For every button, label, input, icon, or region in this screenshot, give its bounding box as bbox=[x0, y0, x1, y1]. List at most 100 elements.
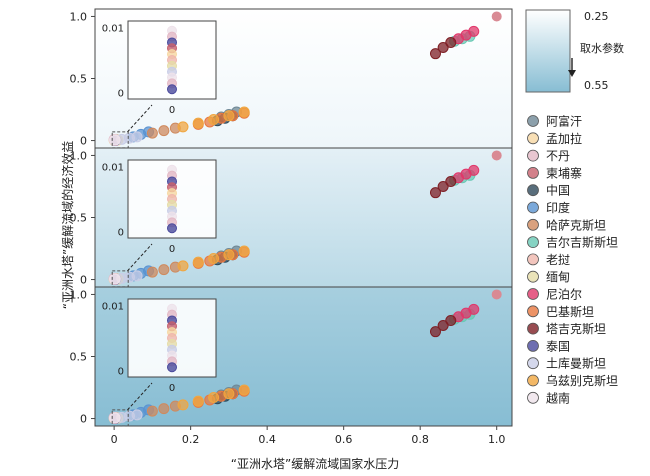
colorbar-top-label: 0.25 bbox=[584, 10, 609, 23]
y-tick-label: 1.0 bbox=[70, 288, 88, 301]
data-point bbox=[192, 256, 204, 268]
legend-label: 老挝 bbox=[546, 253, 570, 267]
legend-label: 哈萨克斯坦 bbox=[546, 218, 606, 232]
y-tick-label: 1.0 bbox=[70, 149, 88, 162]
panel-3: 0 0.5 1.0 0.01 0 0 bbox=[70, 286, 513, 427]
data-point bbox=[109, 412, 121, 424]
legend-label: 不丹 bbox=[546, 149, 570, 163]
legend-swatch bbox=[527, 253, 539, 266]
legend-label: 土库曼斯坦 bbox=[546, 356, 606, 371]
legend-swatch bbox=[527, 236, 539, 249]
colorbar-arrow-head bbox=[568, 70, 576, 77]
data-point bbox=[146, 127, 158, 139]
legend-item: 土库曼斯坦 bbox=[527, 356, 606, 371]
data-point bbox=[208, 391, 220, 403]
legend-swatch bbox=[527, 322, 539, 335]
legend-item: 吉尔吉斯斯坦 bbox=[527, 235, 618, 250]
inset-y-tick-label: 0 bbox=[118, 367, 124, 378]
colorbar-gradient bbox=[525, 9, 571, 93]
legend: 阿富汗孟加拉不丹柬埔寨中国印度哈萨克斯坦吉尔吉斯斯坦老挝缅甸尼泊尔巴基斯坦塔吉克… bbox=[527, 114, 618, 405]
data-point bbox=[223, 388, 235, 400]
data-point bbox=[445, 315, 457, 327]
data-point bbox=[109, 134, 121, 146]
data-point bbox=[131, 131, 143, 143]
x-tick-label: 0 bbox=[111, 433, 118, 446]
x-tick-label: 1.0 bbox=[488, 433, 506, 446]
panel-2: 0 0.5 1.0 0.01 0 0 bbox=[70, 147, 513, 288]
data-point bbox=[131, 270, 143, 282]
inset-x-tick-label: 0 bbox=[169, 244, 175, 255]
legend-item: 巴基斯坦 bbox=[527, 305, 594, 319]
panels: 0 0.5 1.0 0.01 0 0 0 0.5 1.0 0.01 0 0 0 0.5 1.0 0.01 0 0 bbox=[70, 8, 513, 427]
legend-label: 阿富汗 bbox=[546, 114, 582, 129]
y-tick-label: 1.0 bbox=[70, 10, 88, 23]
axes: 0 0.2 0.4 0.6 0.8 1.0 bbox=[111, 426, 506, 446]
inset-data-point bbox=[167, 362, 177, 373]
inset: 0.01 0 0 bbox=[102, 20, 217, 116]
legend-swatch bbox=[527, 115, 539, 127]
data-point bbox=[192, 395, 204, 407]
data-point bbox=[238, 245, 250, 257]
legend-swatch bbox=[527, 270, 539, 283]
data-point bbox=[158, 125, 170, 137]
legend-label: 乌兹别克斯坦 bbox=[546, 373, 618, 388]
x-tick-label: 0.2 bbox=[182, 433, 200, 446]
inset: 0.01 0 0 bbox=[102, 298, 217, 394]
colorbar-title: 取水参数 bbox=[580, 41, 624, 55]
zoom-arrow bbox=[127, 382, 153, 411]
data-point bbox=[177, 260, 189, 272]
inset-y-tick-label: 0.01 bbox=[102, 24, 124, 35]
legend-item: 缅甸 bbox=[527, 270, 570, 284]
x-axis-label: “亚洲水塔”缓解流域国家水压力 bbox=[231, 456, 399, 471]
legend-item: 孟加拉 bbox=[527, 131, 582, 146]
data-point bbox=[429, 326, 441, 338]
inset-y-tick-label: 0 bbox=[118, 228, 124, 239]
legend-label: 泰国 bbox=[546, 339, 570, 353]
legend-swatch bbox=[527, 166, 539, 179]
data-point bbox=[468, 303, 480, 315]
legend-label: 中国 bbox=[546, 183, 570, 198]
legend-item: 不丹 bbox=[527, 149, 570, 163]
data-point bbox=[437, 319, 449, 331]
legend-swatch bbox=[527, 132, 539, 145]
legend-item: 印度 bbox=[527, 200, 570, 215]
legend-item: 阿富汗 bbox=[527, 114, 582, 129]
reference-point bbox=[491, 150, 502, 161]
y-tick-label: 0 bbox=[80, 274, 87, 287]
data-point bbox=[238, 106, 250, 118]
data-point bbox=[208, 252, 220, 264]
legend-swatch bbox=[527, 201, 539, 214]
legend-item: 乌兹别克斯坦 bbox=[527, 373, 618, 388]
legend-label: 柬埔寨 bbox=[546, 165, 582, 180]
zoom-box bbox=[111, 409, 129, 427]
inset-data-point bbox=[167, 84, 177, 95]
legend-item: 老挝 bbox=[527, 253, 570, 267]
inset-x-tick-label: 0 bbox=[169, 383, 175, 394]
legend-item: 塔吉克斯坦 bbox=[527, 322, 606, 336]
zoom-arrow bbox=[127, 243, 153, 272]
legend-label: 缅甸 bbox=[546, 270, 570, 284]
legend-swatch bbox=[527, 184, 539, 197]
legend-swatch bbox=[527, 305, 539, 318]
legend-label: 尼泊尔 bbox=[546, 287, 582, 302]
legend-label: 塔吉克斯坦 bbox=[546, 322, 606, 336]
data-point bbox=[131, 409, 143, 421]
legend-label: 巴基斯坦 bbox=[546, 305, 594, 319]
y-tick-label: 0.5 bbox=[70, 73, 88, 86]
data-point bbox=[208, 113, 220, 125]
data-point bbox=[223, 110, 235, 122]
legend-label: 越南 bbox=[546, 390, 570, 405]
data-point bbox=[158, 264, 170, 276]
legend-item: 柬埔寨 bbox=[527, 165, 582, 180]
data-point bbox=[223, 249, 235, 261]
legend-swatch bbox=[527, 357, 539, 370]
legend-swatch bbox=[527, 149, 539, 162]
data-point bbox=[468, 164, 480, 176]
legend-swatch bbox=[527, 339, 539, 352]
data-point bbox=[429, 187, 441, 199]
legend-swatch bbox=[527, 374, 539, 387]
inset-data-point bbox=[167, 223, 177, 234]
data-point bbox=[238, 384, 250, 396]
colorbar: 0.25 0.55 取水参数 bbox=[525, 9, 624, 93]
